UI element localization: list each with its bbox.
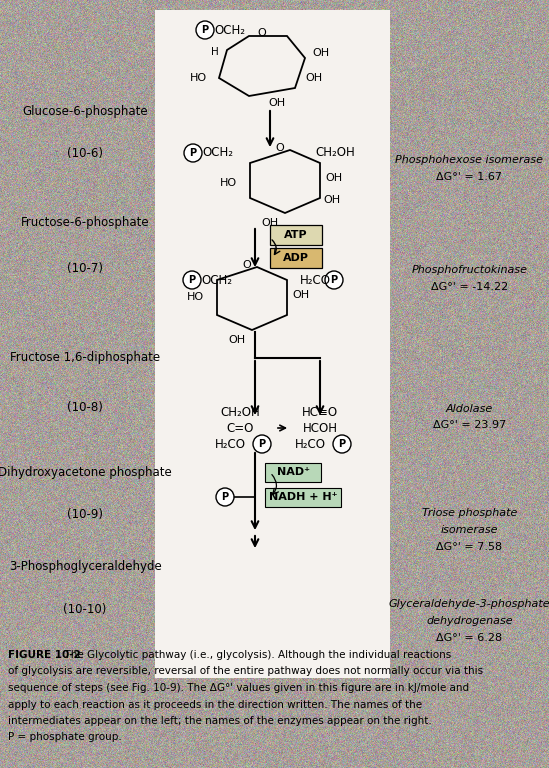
Text: P = phosphate group.: P = phosphate group. — [8, 733, 122, 743]
Text: HC≡O: HC≡O — [302, 406, 338, 419]
Text: ΔG°' = 7.58: ΔG°' = 7.58 — [436, 541, 502, 552]
Text: NADH + H⁺: NADH + H⁺ — [269, 492, 337, 502]
Text: Triose phosphate: Triose phosphate — [422, 508, 517, 518]
Text: P: P — [338, 439, 345, 449]
Text: P: P — [330, 275, 338, 285]
FancyBboxPatch shape — [270, 225, 322, 245]
Text: OH: OH — [312, 48, 329, 58]
Text: The Glycolytic pathway (i.e., glycolysis). Although the individual reactions: The Glycolytic pathway (i.e., glycolysis… — [58, 650, 451, 660]
Bar — [155, 10, 390, 678]
Text: P: P — [259, 439, 266, 449]
FancyBboxPatch shape — [270, 248, 322, 268]
Text: FIGURE 10-2: FIGURE 10-2 — [8, 650, 81, 660]
Text: OCH₂: OCH₂ — [202, 147, 233, 160]
Text: OH: OH — [305, 73, 322, 83]
Text: ADP: ADP — [283, 253, 309, 263]
Text: of glycolysis are reversible, reversal of the entire pathway does not normally o: of glycolysis are reversible, reversal o… — [8, 667, 483, 677]
Text: O: O — [243, 260, 251, 270]
Text: ΔG°' = 1.67: ΔG°' = 1.67 — [436, 171, 502, 182]
Text: OH: OH — [228, 335, 245, 345]
Circle shape — [196, 21, 214, 39]
Text: CH₂OH: CH₂OH — [315, 147, 355, 160]
Text: (10-8): (10-8) — [67, 401, 103, 413]
Text: P: P — [188, 275, 195, 285]
Text: OH: OH — [261, 218, 278, 228]
Text: P: P — [189, 148, 197, 158]
FancyBboxPatch shape — [265, 488, 341, 507]
Text: CH₂OH: CH₂OH — [220, 406, 260, 419]
Text: Phosphofructokinase: Phosphofructokinase — [411, 265, 528, 276]
Text: (10-9): (10-9) — [67, 508, 103, 521]
Text: Phosphohexose isomerase: Phosphohexose isomerase — [395, 154, 544, 165]
Circle shape — [325, 271, 343, 289]
Text: HO: HO — [190, 73, 207, 83]
Text: P: P — [221, 492, 228, 502]
Text: C=O: C=O — [226, 422, 254, 435]
Text: dehydrogenase: dehydrogenase — [426, 616, 513, 627]
Text: NAD⁺: NAD⁺ — [277, 467, 310, 477]
Text: OCH₂: OCH₂ — [201, 273, 232, 286]
Text: (10-6): (10-6) — [67, 147, 103, 160]
Circle shape — [183, 271, 201, 289]
Text: OCH₂: OCH₂ — [214, 24, 245, 37]
Text: ΔG°' = -14.22: ΔG°' = -14.22 — [431, 282, 508, 293]
Text: OH: OH — [292, 290, 309, 300]
Circle shape — [216, 488, 234, 506]
Circle shape — [333, 435, 351, 453]
Text: H₂CO: H₂CO — [294, 438, 326, 451]
Text: ATP: ATP — [284, 230, 308, 240]
Circle shape — [253, 435, 271, 453]
Text: Glucose-6-phosphate: Glucose-6-phosphate — [23, 105, 148, 118]
Text: sequence of steps (see Fig. 10-9). The ΔG°' values given in this figure are in k: sequence of steps (see Fig. 10-9). The Δ… — [8, 683, 469, 693]
Text: HCOH: HCOH — [302, 422, 338, 435]
Text: ΔG°' = 6.28: ΔG°' = 6.28 — [436, 633, 502, 644]
Text: O: O — [276, 143, 284, 153]
Text: Glyceraldehyde-3-phosphate: Glyceraldehyde-3-phosphate — [389, 599, 549, 610]
Text: ΔG°' = 23.97: ΔG°' = 23.97 — [433, 420, 506, 431]
Text: OH: OH — [325, 173, 342, 183]
Text: P: P — [201, 25, 209, 35]
Text: OH: OH — [323, 195, 340, 205]
Text: Fructose-6-phosphate: Fructose-6-phosphate — [21, 217, 149, 229]
Text: O: O — [257, 28, 266, 38]
Text: 3-Phosphoglyceraldehyde: 3-Phosphoglyceraldehyde — [9, 561, 161, 573]
Text: (10-10): (10-10) — [63, 603, 107, 615]
Text: Dihydroxyacetone phosphate: Dihydroxyacetone phosphate — [0, 466, 172, 478]
Circle shape — [184, 144, 202, 162]
Text: OH: OH — [268, 98, 285, 108]
FancyBboxPatch shape — [265, 462, 321, 482]
Text: intermediates appear on the left; the names of the enzymes appear on the right.: intermediates appear on the left; the na… — [8, 716, 432, 726]
Text: H₂CO: H₂CO — [215, 438, 245, 451]
Text: H₂CO: H₂CO — [300, 273, 331, 286]
Text: apply to each reaction as it proceeds in the direction written. The names of the: apply to each reaction as it proceeds in… — [8, 700, 422, 710]
Text: H: H — [211, 47, 219, 57]
Text: Aldolase: Aldolase — [446, 403, 493, 414]
Text: (10-7): (10-7) — [67, 263, 103, 275]
Text: isomerase: isomerase — [441, 525, 498, 535]
Text: Fructose 1,6-diphosphate: Fructose 1,6-diphosphate — [10, 351, 160, 363]
Text: HO: HO — [220, 178, 237, 188]
Text: HO: HO — [187, 292, 204, 302]
